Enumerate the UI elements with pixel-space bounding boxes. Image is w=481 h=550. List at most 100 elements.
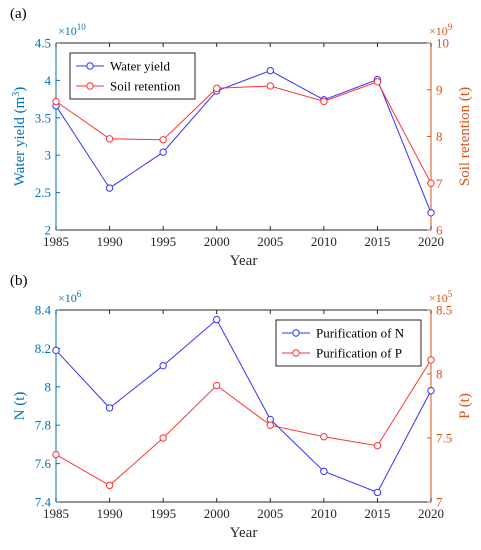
chart-panel-2: (b) 1985 1990 1995 2000 2005 2010 2015 2020 Year 7… bbox=[10, 273, 473, 541]
y-right-tick-label: 8 bbox=[436, 129, 443, 144]
y-right-tick-label: 8.5 bbox=[436, 303, 452, 318]
y-right-tick-label: 8 bbox=[436, 367, 443, 382]
data-point bbox=[320, 467, 328, 475]
y-left-axis-label: Water yield (m3) bbox=[11, 87, 28, 187]
x-axis-label: Year bbox=[230, 525, 258, 541]
y-left-label-sup: 3 bbox=[11, 92, 22, 97]
y-right-multiplier: ×109 bbox=[429, 22, 453, 38]
x-tick-label: 1985 bbox=[43, 506, 69, 521]
data-point bbox=[52, 346, 60, 355]
data-point bbox=[105, 481, 114, 490]
y-left-multiplier-exp: 10 bbox=[77, 22, 87, 32]
y-left-tick-label: 3.5 bbox=[35, 110, 51, 125]
x-tick-label: 1995 bbox=[150, 506, 176, 521]
x-axis-label: Year bbox=[230, 253, 258, 269]
y-right-multiplier-exp: 9 bbox=[448, 22, 453, 32]
y-left-label-main: Water yield (m bbox=[12, 96, 28, 186]
legend-label: Purification of P bbox=[316, 346, 402, 361]
data-point bbox=[427, 386, 435, 395]
y-left-multiplier-exp: 6 bbox=[77, 289, 82, 299]
y-left-label-end: ) bbox=[12, 87, 28, 92]
chart-panel-1: (a) 1985 1990 1995 2000 2005 2010 2015 2020 Year 2… bbox=[10, 6, 473, 269]
series-line-2 bbox=[55, 359, 432, 487]
x-tick-label: 2010 bbox=[311, 506, 337, 521]
legend-swatch-marker bbox=[86, 82, 94, 90]
y-left-multiplier-base: ×10 bbox=[58, 24, 77, 38]
legend: Water yield Soil retention bbox=[69, 52, 196, 100]
data-point bbox=[320, 97, 328, 106]
series-line-2 bbox=[55, 81, 432, 184]
panel-label: (b) bbox=[10, 273, 28, 289]
legend-swatch-marker bbox=[292, 349, 300, 357]
panel-label: (a) bbox=[10, 6, 27, 22]
x-tick-label: 1995 bbox=[150, 234, 176, 249]
legend-box bbox=[275, 319, 422, 367]
data-point bbox=[159, 361, 167, 370]
data-point bbox=[159, 434, 167, 442]
y-left-label-main: N (t) bbox=[12, 392, 28, 421]
legend-swatch-marker bbox=[86, 62, 94, 70]
data-point bbox=[427, 179, 435, 187]
data-point bbox=[52, 97, 60, 106]
y-right-multiplier-base: ×10 bbox=[429, 24, 448, 38]
x-tick-label: 1990 bbox=[97, 234, 123, 249]
y-right-tick-label: 9 bbox=[436, 82, 443, 97]
x-tick-label: 1985 bbox=[43, 234, 69, 249]
y-right-tick-label: 7 bbox=[436, 495, 443, 510]
y-left-tick-label: 2 bbox=[45, 223, 52, 238]
y-right-axis-label: P (t) bbox=[457, 393, 473, 419]
x-tick-label: 2015 bbox=[364, 506, 390, 521]
data-point bbox=[266, 421, 274, 429]
y-right-tick-label: 7 bbox=[436, 176, 443, 191]
data-point bbox=[213, 84, 221, 93]
y-right-axis-label: Soil retention (t) bbox=[457, 87, 473, 186]
y-right-multiplier: ×105 bbox=[429, 289, 453, 305]
y-left-tick-label: 4 bbox=[45, 73, 52, 88]
y-left-tick-label: 8 bbox=[45, 379, 52, 394]
y-left-multiplier: ×106 bbox=[58, 289, 82, 305]
data-point bbox=[105, 404, 114, 412]
x-tick-label: 2010 bbox=[311, 234, 337, 249]
legend: Purification of N Purification of P bbox=[275, 319, 422, 367]
series-line-1 bbox=[55, 70, 432, 213]
y-right-multiplier-exp: 5 bbox=[448, 289, 453, 299]
data-point bbox=[266, 66, 274, 75]
data-point bbox=[373, 441, 382, 450]
data-point bbox=[105, 184, 114, 192]
legend-swatch-marker bbox=[292, 329, 300, 337]
y-left-multiplier: ×1010 bbox=[58, 22, 86, 38]
x-tick-label: 2000 bbox=[204, 506, 230, 521]
data-point bbox=[266, 82, 274, 90]
x-tick-label: 2020 bbox=[418, 506, 444, 521]
x-tick-label: 2005 bbox=[257, 234, 283, 249]
x-tick-label: 2000 bbox=[204, 234, 230, 249]
y-right-tick-label: 10 bbox=[436, 36, 449, 51]
y-left-multiplier-base: ×10 bbox=[58, 291, 77, 305]
data-point bbox=[373, 488, 382, 497]
x-tick-label: 2015 bbox=[364, 234, 390, 249]
y-left-tick-label: 7.8 bbox=[35, 418, 51, 433]
y-left-axis-label: N (t) bbox=[12, 392, 28, 421]
y-right-tick-label: 7.5 bbox=[436, 431, 452, 446]
y-left-tick-label: 4.5 bbox=[35, 36, 51, 51]
y-left-tick-label: 8.2 bbox=[35, 341, 51, 356]
data-point bbox=[213, 381, 221, 390]
x-tick-label: 1990 bbox=[97, 506, 123, 521]
y-left-tick-label: 7.6 bbox=[35, 456, 52, 471]
data-point bbox=[52, 450, 60, 459]
data-point bbox=[159, 136, 167, 144]
legend-label: Purification of N bbox=[316, 326, 405, 341]
y-left-tick-label: 7.4 bbox=[35, 495, 52, 510]
y-right-tick-label: 6 bbox=[436, 223, 443, 238]
y-left-tick-label: 3 bbox=[45, 148, 52, 163]
legend-box bbox=[69, 52, 196, 100]
y-left-tick-label: 8.4 bbox=[35, 303, 52, 318]
series-line-1 bbox=[55, 318, 432, 494]
data-point bbox=[159, 148, 167, 156]
x-tick-label: 2020 bbox=[418, 234, 444, 249]
data-point bbox=[320, 433, 328, 441]
data-point bbox=[213, 315, 221, 324]
legend-label: Water yield bbox=[110, 59, 170, 74]
y-right-multiplier-base: ×10 bbox=[429, 291, 448, 305]
